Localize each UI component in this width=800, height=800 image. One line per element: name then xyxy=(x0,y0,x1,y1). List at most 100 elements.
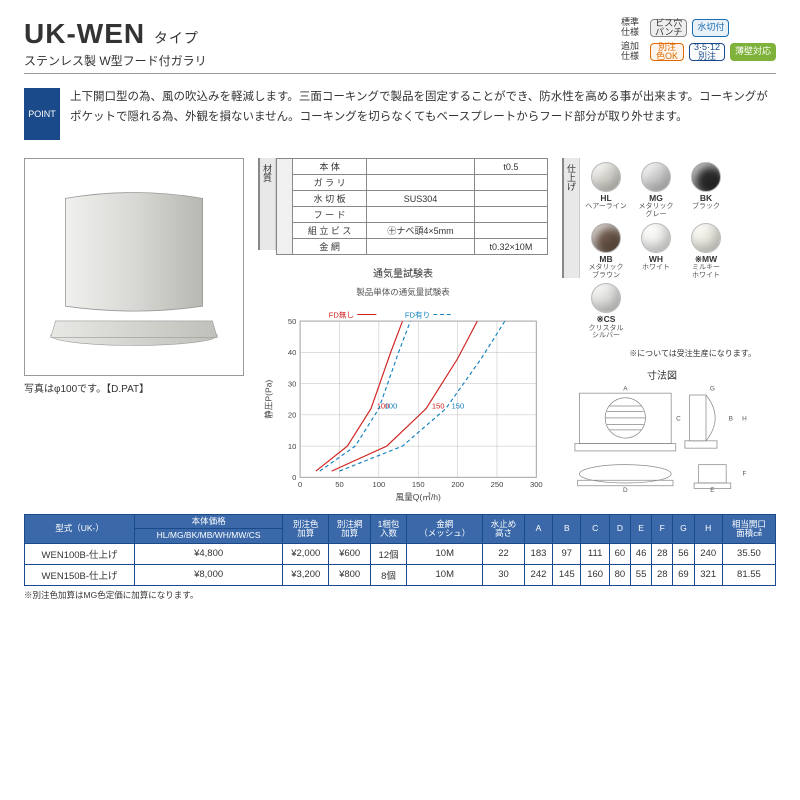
mat-cell xyxy=(367,207,475,223)
svg-text:10: 10 xyxy=(288,442,296,451)
mat-cell: ㊉ナベ頭4×5mm xyxy=(367,223,475,239)
mat-cell xyxy=(367,159,475,175)
spec-badges: 標準仕様ビス穴パンチ水切付追加仕様別注色OK3·5·12別注薄壁対応 xyxy=(615,18,776,62)
table-header: 水止め高さ xyxy=(483,515,524,544)
mat-cell: ガ ラ リ xyxy=(293,175,367,191)
table-header: B xyxy=(553,515,581,544)
svg-text:20: 20 xyxy=(288,411,296,420)
point-tag: POINT xyxy=(24,88,60,140)
data-cell: 60 xyxy=(609,543,630,564)
svg-text:風量Q(㎥/h): 風量Q(㎥/h) xyxy=(396,492,441,502)
spec-table: 型式（UK-）本体価格別注色加算別注網加算1梱包入数金網（メッシュ）水止め高さA… xyxy=(24,514,776,586)
header: UK-WEN タイプ ステンレス製 W型フード付ガラリ 標準仕様ビス穴パンチ水切… xyxy=(24,18,776,74)
finish-swatch: BKブラック xyxy=(684,162,728,219)
svg-text:0: 0 xyxy=(292,473,296,482)
svg-text:30: 30 xyxy=(288,379,296,388)
finish-swatch: HLヘアーライン xyxy=(584,162,628,219)
finish-note: ※については受注生産になります。 xyxy=(562,348,762,359)
data-cell: 28 xyxy=(652,564,673,585)
material-table: 本 体t0.5ガ ラ リ水 切 板SUS304フ ー ド組 立 ビ ス㊉ナベ頭4… xyxy=(276,158,548,255)
table-footnote: ※別注色加算はMG色定価に加算になります。 xyxy=(24,589,776,601)
data-cell: ¥600 xyxy=(329,543,370,564)
mat-cell xyxy=(367,239,475,255)
table-header: 金網（メッシュ） xyxy=(407,515,483,544)
model-title: UK-WEN タイプ xyxy=(24,18,207,50)
chart-subtitle: 製品単体の通気量試験表 xyxy=(258,286,548,298)
svg-text:F: F xyxy=(743,471,747,478)
svg-text:G: G xyxy=(710,386,715,393)
svg-text:200: 200 xyxy=(451,480,464,489)
svg-text:250: 250 xyxy=(491,480,504,489)
spec-row-label: 標準仕様 xyxy=(615,18,645,38)
mat-cell xyxy=(474,175,547,191)
mat-cell xyxy=(474,191,547,207)
mat-cell xyxy=(367,175,475,191)
mat-cell: t0.32×10M xyxy=(474,239,547,255)
finish-swatch: MBメタリックブラウン xyxy=(584,223,628,280)
dimension-diagram: AC BH GD EF xyxy=(562,384,762,494)
mat-cell: フ ー ド xyxy=(293,207,367,223)
svg-text:0: 0 xyxy=(298,480,302,489)
table-header: C xyxy=(581,515,609,544)
svg-text:FD無し: FD無し xyxy=(329,309,354,319)
chart-title: 通気量試験表 xyxy=(258,265,548,280)
finish-swatch: WHホワイト xyxy=(634,223,678,280)
data-cell: ¥4,800 xyxy=(135,543,283,564)
data-cell: ¥2,000 xyxy=(283,543,329,564)
spec-row-label: 追加仕様 xyxy=(615,42,645,62)
svg-text:FD有り: FD有り xyxy=(405,309,430,319)
spec-badge: ビス穴パンチ xyxy=(650,19,687,37)
product-photo xyxy=(24,158,244,376)
mat-cell xyxy=(474,207,547,223)
subtitle: ステンレス製 W型フード付ガラリ xyxy=(24,52,207,69)
table-header: 別注網加算 xyxy=(329,515,370,544)
data-cell: 145 xyxy=(553,564,581,585)
table-header: F xyxy=(652,515,673,544)
svg-text:150: 150 xyxy=(432,402,445,411)
data-cell: 12個 xyxy=(370,543,406,564)
airflow-chart: 0501001502002503000102030405010015010015… xyxy=(258,304,548,504)
dim-title: 寸法図 xyxy=(562,367,762,382)
data-cell: 35.50 xyxy=(722,543,775,564)
finish-label: 仕上げ xyxy=(562,158,580,278)
data-cell: 30 xyxy=(483,564,524,585)
table-header: 相当開口面積㎠ xyxy=(722,515,775,544)
mat-cell: 組 立 ビ ス xyxy=(293,223,367,239)
data-cell: 69 xyxy=(673,564,694,585)
data-cell: ¥8,000 xyxy=(135,564,283,585)
mat-cell: 金 網 xyxy=(293,239,367,255)
data-cell: 46 xyxy=(631,543,652,564)
svg-text:100: 100 xyxy=(385,402,398,411)
model-code: UK-WEN xyxy=(24,18,145,49)
svg-text:D: D xyxy=(623,487,628,494)
svg-text:B: B xyxy=(729,416,733,423)
svg-text:300: 300 xyxy=(530,480,543,489)
finish-swatch: ※CSクリスタルシルバー xyxy=(584,283,628,340)
data-cell: 55 xyxy=(631,564,652,585)
data-cell: 10M xyxy=(407,543,483,564)
spec-badge: 3·5·12別注 xyxy=(689,43,725,61)
point-text: 上下開口型の為、風の吹込みを軽減します。三面コーキングで製品を固定することができ… xyxy=(70,88,776,127)
svg-text:C: C xyxy=(676,416,681,423)
data-cell: 10M xyxy=(407,564,483,585)
data-cell: 80 xyxy=(609,564,630,585)
svg-text:A: A xyxy=(623,386,628,393)
data-cell: 242 xyxy=(524,564,552,585)
mat-cell: t0.5 xyxy=(474,159,547,175)
model-suffix: タイプ xyxy=(154,30,199,46)
svg-text:H: H xyxy=(742,416,747,423)
svg-text:100: 100 xyxy=(373,480,386,489)
data-cell: 97 xyxy=(553,543,581,564)
data-cell: 240 xyxy=(694,543,722,564)
data-cell: ¥3,200 xyxy=(283,564,329,585)
mat-cell: 本 体 xyxy=(293,159,367,175)
data-cell: 81.55 xyxy=(722,564,775,585)
data-cell: WEN150B-仕上げ xyxy=(25,564,135,585)
table-header: H xyxy=(694,515,722,544)
table-header: D xyxy=(609,515,630,544)
spec-badge: 水切付 xyxy=(692,19,729,37)
data-cell: 321 xyxy=(694,564,722,585)
svg-text:50: 50 xyxy=(288,317,296,326)
svg-text:50: 50 xyxy=(335,480,343,489)
table-subheader: HL/MG/BK/MB/WH/MW/CS xyxy=(135,529,283,543)
